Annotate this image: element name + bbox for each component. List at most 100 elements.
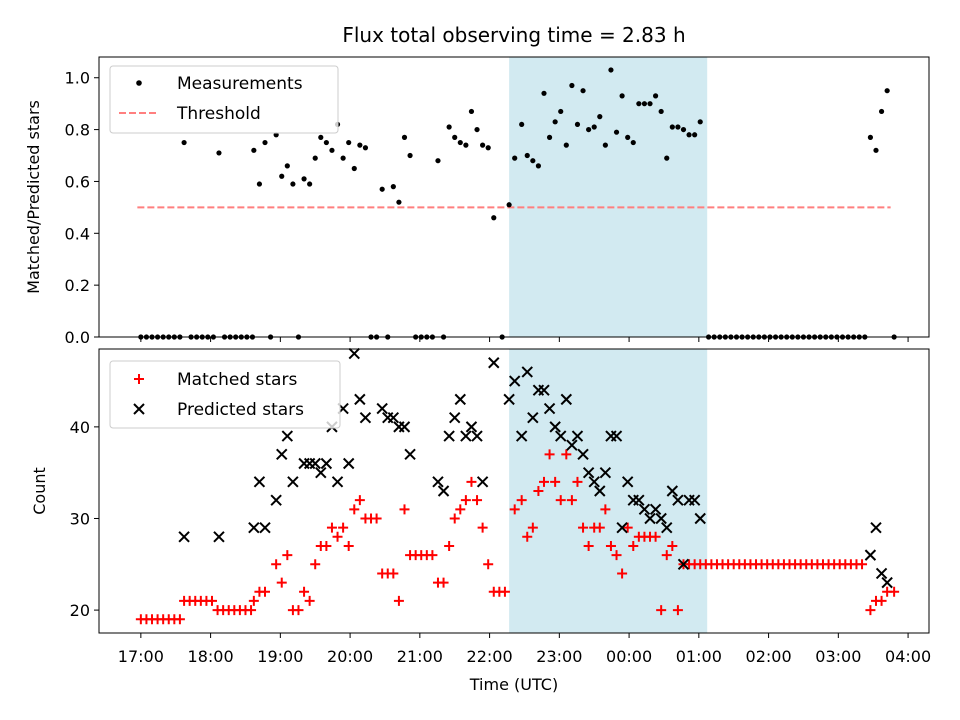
predicted-point (281, 430, 294, 442)
measurement-point (318, 134, 324, 140)
top-shaded-span (509, 57, 708, 337)
matched-point (321, 540, 332, 551)
matched-point (388, 568, 399, 579)
predicted-point (610, 430, 623, 442)
measurement-point (446, 124, 452, 130)
measurement-point (546, 134, 553, 140)
bottom-panel: 20 30 40 17:00 18:00 19:00 20:00 21:00 22:00 23:… (30, 347, 931, 694)
measurement-point (362, 145, 369, 151)
bottom-matched-points (135, 449, 900, 625)
matched-point (293, 605, 304, 616)
measurement-point (647, 101, 653, 107)
matched-point (354, 495, 365, 506)
measurement-point (625, 134, 631, 140)
predicted-point (376, 402, 388, 415)
matched-point (206, 595, 217, 606)
matched-point (449, 513, 460, 524)
measurement-point (379, 186, 385, 192)
predicted-point (677, 558, 690, 570)
measurement-point (284, 163, 290, 169)
matched-point (477, 522, 488, 533)
matched-point (509, 504, 520, 515)
bottom-axes-frame (98, 348, 930, 634)
matched-point (566, 495, 577, 506)
predicted-point (331, 476, 344, 488)
measurement-point (346, 139, 352, 146)
measurement-point (878, 108, 885, 115)
predicted-point (521, 366, 533, 378)
top-y-tick-label: 0.8 (65, 121, 90, 140)
measurement-point (884, 88, 890, 94)
matched-point (617, 568, 628, 579)
matched-point (438, 577, 449, 588)
predicted-point (688, 494, 701, 506)
bottom-y-tick-label: 30 (70, 509, 90, 528)
predicted-point (320, 457, 333, 470)
measurement-point (407, 152, 413, 159)
predicted-point (432, 476, 444, 488)
matched-point (538, 476, 549, 487)
predicted-point (248, 521, 260, 534)
measurement-point (602, 142, 608, 148)
measurement-point (541, 90, 547, 96)
matched-point (343, 540, 354, 551)
measurement-point (697, 119, 703, 125)
x-tick-label: 22:00 (467, 647, 513, 666)
matched-point (578, 522, 589, 533)
measurement-point (401, 134, 408, 140)
matched-point (650, 531, 661, 542)
top-y-tick-label: 1.0 (65, 69, 90, 88)
x-tick-label: 02:00 (746, 647, 792, 666)
predicted-point (315, 466, 327, 479)
measurement-point (680, 126, 687, 133)
measurement-point (664, 155, 670, 161)
measurement-point (480, 142, 486, 148)
measurement-point (552, 119, 558, 125)
predicted-point (387, 412, 400, 424)
matched-point (246, 605, 257, 616)
matched-point (304, 595, 315, 606)
matched-point (271, 559, 282, 570)
predicted-point (875, 567, 888, 580)
measurement-point (262, 139, 268, 146)
matched-point (326, 522, 337, 533)
measurement-point (452, 134, 458, 140)
predicted-point (644, 512, 656, 525)
matched-point (667, 540, 678, 551)
predicted-point (443, 430, 455, 442)
measurement-point (351, 165, 357, 172)
bottom-legend: Matched stars Predicted stars (109, 360, 341, 429)
measurement-point (867, 134, 874, 140)
bottom-predicted-points (178, 347, 893, 589)
top-y-tick-label: 0.2 (65, 276, 90, 295)
predicted-point (515, 430, 528, 442)
matched-point (600, 504, 611, 515)
measurement-point (390, 184, 396, 190)
matched-point (527, 522, 538, 533)
predicted-point (471, 430, 483, 442)
predicted-point (582, 466, 595, 479)
predicted-point (571, 430, 584, 442)
predicted-point (661, 521, 673, 534)
measurement-point (329, 147, 335, 153)
top-x-ticks (140, 337, 909, 342)
measurement-point (485, 145, 491, 151)
legend-measurements-marker (136, 80, 142, 86)
matched-point (299, 586, 310, 597)
predicted-point (566, 439, 578, 451)
predicted-point (864, 549, 877, 561)
matched-point (393, 595, 404, 606)
matched-point (628, 540, 639, 551)
matched-point (282, 550, 293, 561)
measurement-point (619, 93, 625, 99)
predicted-point (538, 384, 550, 396)
bottom-y-tick-label: 20 (70, 601, 90, 620)
predicted-point (672, 494, 684, 506)
matched-point (533, 486, 544, 496)
measurement-point (301, 176, 307, 182)
measurement-point (312, 155, 318, 161)
matched-point (332, 531, 343, 542)
chart-title: Flux total observing time = 2.83 h (342, 23, 685, 47)
measurement-point (340, 155, 346, 161)
measurement-point (586, 126, 592, 133)
